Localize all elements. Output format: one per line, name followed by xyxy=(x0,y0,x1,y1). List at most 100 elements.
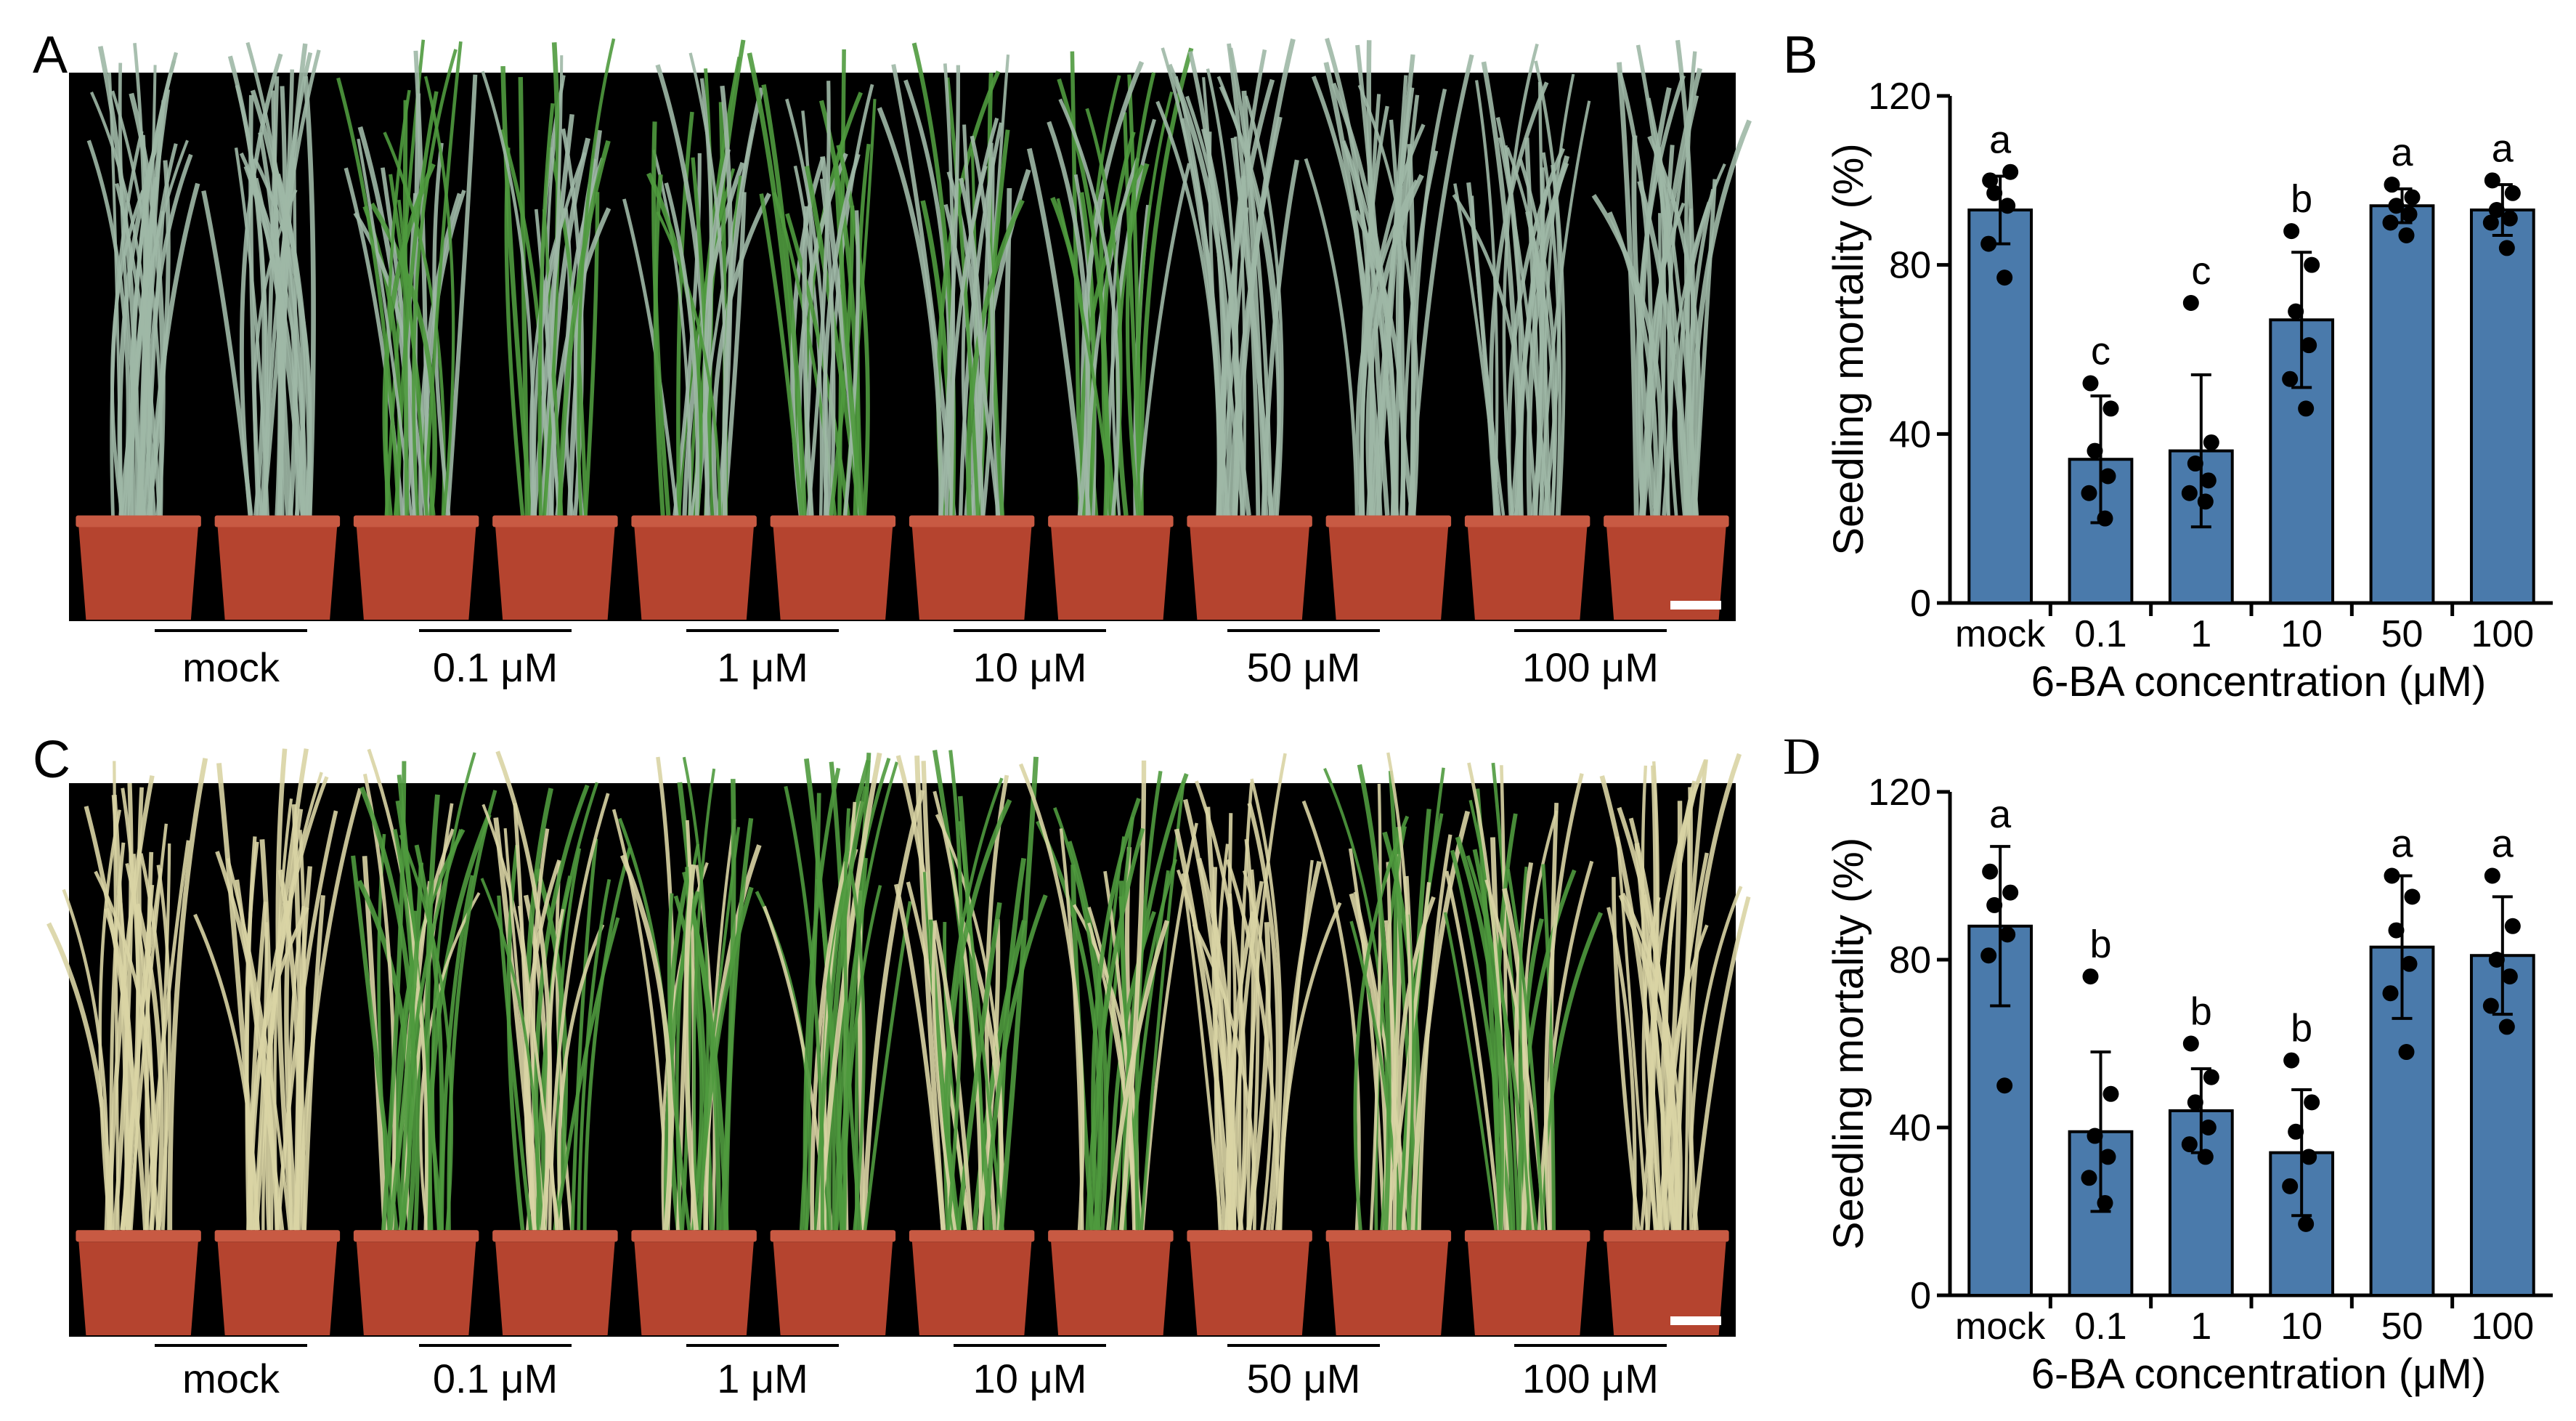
data-point xyxy=(2498,240,2515,256)
pot xyxy=(1604,1230,1729,1335)
significance-letter: a xyxy=(2492,822,2514,866)
group-label: 0.1 μM xyxy=(433,644,558,690)
panel-c-letter: C xyxy=(33,731,70,789)
data-point xyxy=(2002,884,2019,901)
data-point xyxy=(2298,1215,2315,1232)
plant-cluster xyxy=(1155,38,1299,516)
group-label: 50 μM xyxy=(1247,1356,1361,1401)
x-tick-label: mock xyxy=(1955,613,2046,655)
data-point xyxy=(1999,926,2016,943)
x-tick-label: 1 xyxy=(2190,613,2211,655)
panel-a-group-labels: mock 0.1 μM 1 μM 10 μM 50 μM 100 μM xyxy=(155,629,1667,690)
plant-cluster xyxy=(1174,753,1342,1231)
data-point xyxy=(2082,968,2099,985)
x-tick-label: 50 xyxy=(2381,613,2423,655)
plant-cluster xyxy=(1026,47,1194,516)
x-tick-label: 0.1 xyxy=(2074,1305,2126,1348)
x-tick-label: 1 xyxy=(2190,1305,2211,1348)
data-point xyxy=(2097,510,2113,527)
plant-cluster xyxy=(193,748,362,1231)
y-tick-label: 0 xyxy=(1910,1275,1931,1317)
data-point xyxy=(2087,1128,2103,1144)
panel-d-chart: 0 40 80 120 Seedling mortality (%) 6-BA conce… xyxy=(1825,772,2553,1398)
pot xyxy=(1604,515,1729,620)
pot xyxy=(770,515,896,620)
data-point xyxy=(2002,163,2019,180)
pot xyxy=(1464,515,1590,620)
plant-cluster xyxy=(894,750,1048,1231)
photo-background xyxy=(69,73,1736,621)
group-label: 10 μM xyxy=(973,1356,1087,1401)
data-point xyxy=(1986,896,2003,913)
data-point xyxy=(2301,1149,2317,1165)
panel-a-letter: A xyxy=(33,26,68,84)
plant-cluster xyxy=(1591,39,1752,516)
data-point xyxy=(2197,493,2214,510)
plant-cluster xyxy=(622,39,772,516)
plant-cluster xyxy=(755,752,925,1231)
x-tick-label: 10 xyxy=(2280,1305,2323,1348)
data-point xyxy=(2283,1052,2300,1069)
data-point xyxy=(2102,1085,2119,1102)
panel-b-chart: 0 40 80 120 Seedling mortality (%) 6-BA conce… xyxy=(1825,76,2553,705)
bar xyxy=(1967,924,2033,1297)
data-point xyxy=(2388,922,2405,939)
panel-d-letter: D xyxy=(1783,727,1821,785)
y-tick-label: 80 xyxy=(1889,939,1931,981)
group-label: 50 μM xyxy=(1247,644,1361,690)
data-point xyxy=(2484,867,2500,884)
panel-a-photo xyxy=(69,37,1752,621)
y-axis-title: Seedling mortality (%) xyxy=(1825,838,1872,1250)
data-point xyxy=(2398,227,2415,243)
plant-cluster xyxy=(747,49,877,516)
error-bar xyxy=(2291,251,2312,389)
pot xyxy=(492,515,618,620)
data-point xyxy=(2301,337,2317,354)
data-point xyxy=(2181,485,2198,501)
pot xyxy=(1325,515,1452,620)
error-bar xyxy=(1990,845,2011,1008)
pot xyxy=(1187,515,1312,620)
data-point xyxy=(2200,472,2217,489)
pot xyxy=(909,1230,1035,1335)
data-point xyxy=(2382,214,2399,231)
bar xyxy=(1967,209,2033,604)
plant-cluster xyxy=(877,42,1031,516)
data-point xyxy=(2282,1178,2299,1194)
data-point xyxy=(2102,400,2119,417)
panel-b-letter: B xyxy=(1783,26,1818,84)
data-point xyxy=(1980,235,1997,252)
data-point xyxy=(1980,947,1997,964)
data-point xyxy=(2504,918,2521,934)
data-point xyxy=(2081,485,2097,501)
plant-cluster xyxy=(481,38,616,516)
pot xyxy=(1187,1230,1312,1335)
x-tick-label: mock xyxy=(1955,1305,2046,1348)
error-bar xyxy=(2291,1088,2312,1218)
pot xyxy=(1048,515,1174,620)
data-point xyxy=(2182,1035,2199,1052)
data-point xyxy=(2097,1194,2113,1211)
bar xyxy=(2369,204,2435,604)
data-point xyxy=(1996,270,2013,286)
data-point xyxy=(2282,371,2299,387)
plant-cluster xyxy=(46,758,208,1231)
data-point xyxy=(2283,223,2300,240)
data-point xyxy=(1986,185,2003,201)
y-tick-label: 120 xyxy=(1868,772,1931,814)
data-point xyxy=(2488,952,2505,968)
significance-letter: b xyxy=(2089,923,2111,966)
data-point xyxy=(2203,1069,2219,1085)
significance-letter: c xyxy=(2191,249,2211,293)
scale-bar xyxy=(1670,601,1721,610)
plant-cluster xyxy=(1452,44,1591,516)
data-point xyxy=(2484,172,2500,189)
data-point xyxy=(1982,863,1999,880)
data-point xyxy=(2401,206,2418,222)
x-tick-label: 100 xyxy=(2471,613,2534,655)
data-point xyxy=(2100,1149,2116,1165)
significance-letter: a xyxy=(2492,126,2514,170)
plant-cluster xyxy=(1301,752,1471,1231)
scale-bar xyxy=(1670,1316,1721,1325)
data-point xyxy=(2504,185,2521,201)
